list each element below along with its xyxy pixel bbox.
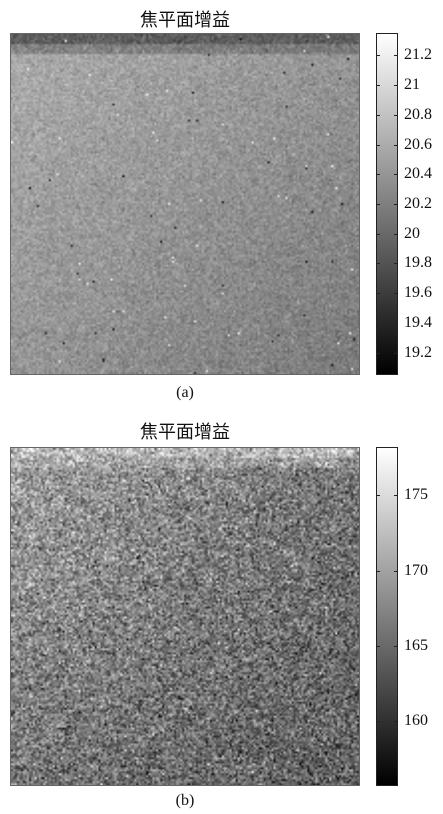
colorbar-tick-label: 20 [404, 224, 420, 242]
colorbar-tick-label: 165 [404, 636, 428, 654]
colorbar-tick-label: 160 [404, 712, 428, 730]
colorbar-tick-label: 21 [404, 76, 420, 94]
figure-caption: (b) [175, 792, 195, 809]
chart-title: 焦平面增益 [140, 10, 230, 30]
colorbar-tick-label: 20.8 [404, 105, 432, 123]
heatmap-image [10, 33, 360, 375]
colorbar-tick-label: 170 [404, 561, 428, 579]
colorbar-tick-label: 20.6 [404, 135, 432, 153]
colorbar-tick-label: 20.4 [404, 165, 432, 183]
figure-caption: (a) [176, 384, 194, 401]
colorbar-tick-label: 20.2 [404, 195, 432, 212]
chart-panel-b: 焦平面增益 175 170 165 160 (b) [0, 407, 443, 814]
colorbar-tick-label: 19.2 [404, 343, 432, 361]
colorbar-tick-label: 21.2 [404, 46, 432, 64]
colorbar [376, 447, 398, 786]
chart-panel-a: 焦平面增益 21.2 21 20.8 20.6 20.4 20.2 20 19.8 19.6 19… [10, 10, 432, 401]
colorbar-tick-label: 19.4 [404, 313, 432, 331]
colorbar-tick-label: 19.8 [404, 254, 432, 272]
colorbar-tick-label: 175 [404, 486, 428, 504]
colorbar-tick-label: 19.6 [404, 284, 432, 302]
chart-title: 焦平面增益 [140, 422, 230, 442]
heatmap-image [10, 447, 360, 786]
